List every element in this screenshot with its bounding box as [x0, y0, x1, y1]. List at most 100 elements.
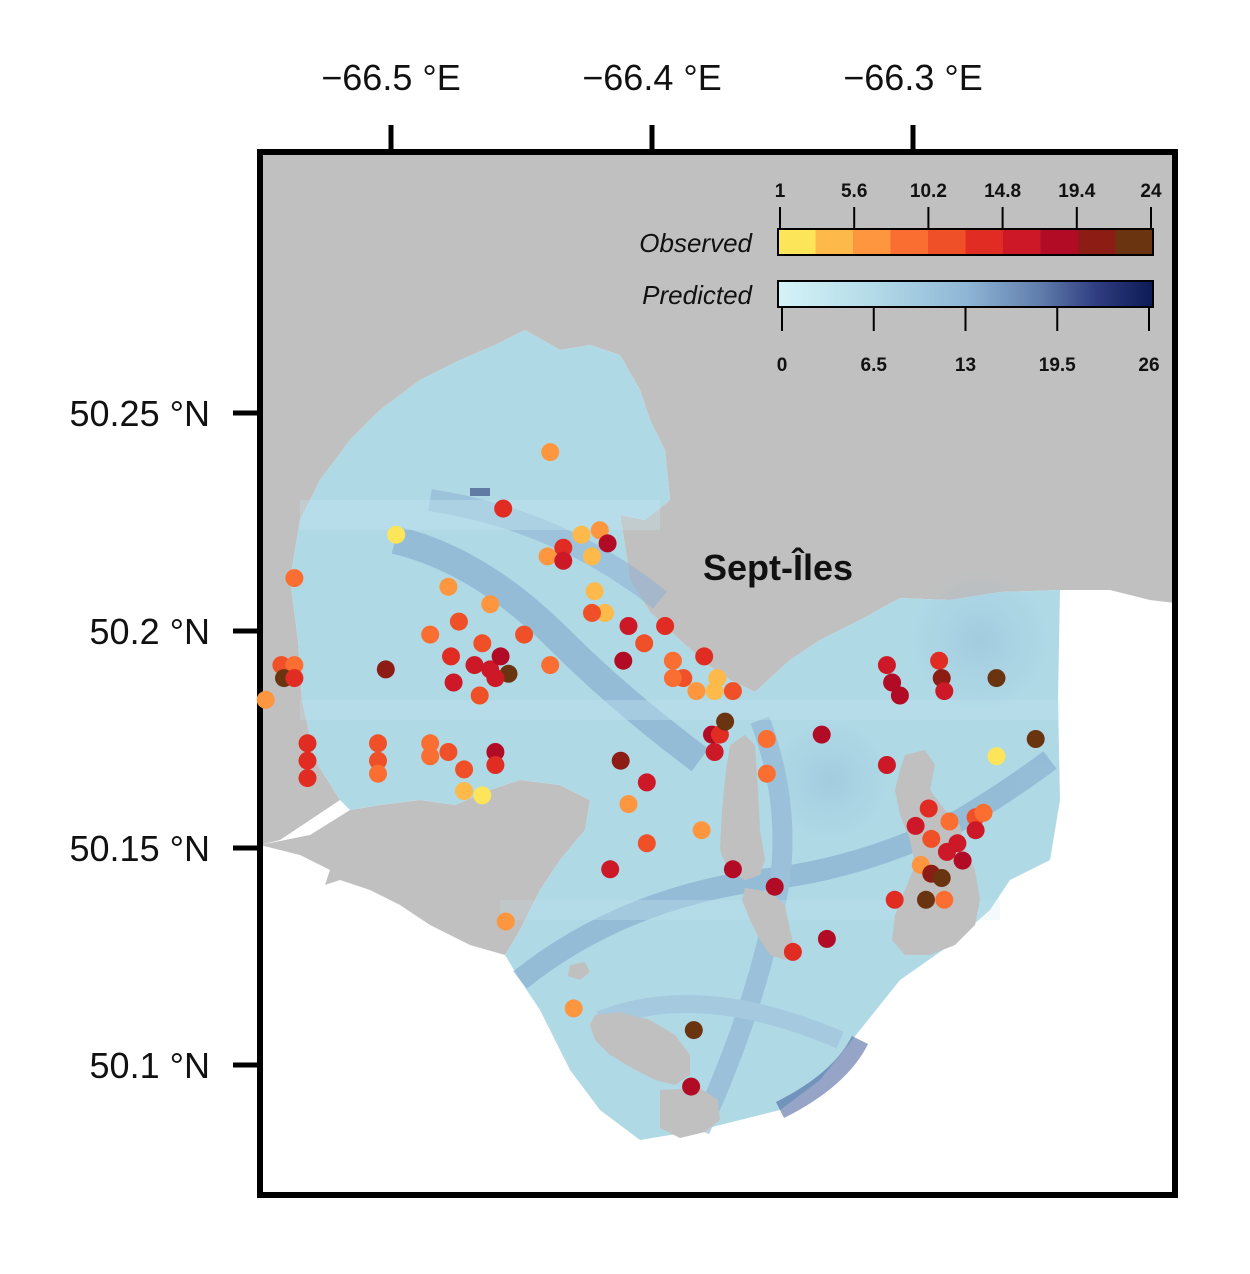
predicted-colorbar-ticks: 0 6.5 13 19.5 26 — [777, 307, 1160, 376]
observation-point — [369, 764, 387, 783]
observed-colorbar — [777, 228, 1154, 256]
island-grosse-boule — [720, 735, 765, 880]
observation-point — [590, 521, 609, 540]
observation-point — [684, 1021, 703, 1040]
observation-point — [619, 617, 638, 635]
observed-tick-label: 14.8 — [984, 181, 1021, 202]
observation-point — [496, 912, 515, 931]
observation-point — [486, 743, 505, 761]
observed-tick-label: 5.6 — [841, 181, 867, 202]
observation-point — [421, 747, 440, 766]
y-tick-label: 50.1 °N — [90, 1045, 210, 1086]
observation-point — [922, 829, 941, 848]
observed-colorbar-bin — [890, 229, 929, 255]
observed-tick-label: 10.2 — [910, 181, 947, 202]
predicted-shading — [300, 488, 1060, 1135]
observation-point — [935, 682, 954, 701]
x-tick-label: −66.4 °E — [582, 57, 722, 98]
observation-point — [919, 799, 938, 818]
observation-point — [285, 669, 304, 688]
observation-point — [935, 890, 954, 909]
x-tick-label: −66.5 °E — [321, 57, 461, 98]
observation-point — [486, 756, 505, 774]
observation-point — [877, 756, 896, 774]
observation-point — [757, 764, 776, 783]
observation-point — [637, 834, 656, 853]
observation-point — [465, 656, 484, 675]
observation-point — [387, 525, 406, 544]
observation-point — [682, 1077, 701, 1096]
observation-point — [486, 669, 505, 688]
observation-point — [439, 743, 458, 761]
observed-colorbar-bin — [1115, 229, 1154, 255]
observation-point — [298, 751, 317, 770]
observation-point — [369, 734, 387, 753]
observed-colorbar-bin — [965, 229, 1004, 255]
observation-point — [906, 816, 925, 835]
legend: Observed Predicted 1 5.6 10.2 14.8 19.4 24 0 6… — [639, 181, 1162, 376]
predicted-tick-label: 19.5 — [1039, 355, 1076, 376]
observation-point — [885, 890, 904, 909]
observed-colorbar-frame — [777, 228, 1154, 256]
observation-point — [614, 651, 633, 670]
y-tick-label: 50.15 °N — [70, 828, 210, 869]
observation-point — [369, 751, 387, 770]
observation-point — [966, 821, 985, 840]
observed-colorbar-bin — [778, 229, 816, 255]
observation-point — [723, 682, 742, 701]
observation-points — [256, 443, 1045, 1096]
observation-point — [449, 612, 468, 631]
observed-colorbar-bin — [853, 229, 891, 255]
observation-point — [890, 686, 909, 705]
predicted-colorbar — [777, 280, 1154, 308]
observation-point — [987, 669, 1006, 688]
observation-point — [583, 547, 601, 566]
observation-point — [723, 860, 742, 879]
observation-point — [491, 647, 510, 666]
observation-point — [515, 625, 534, 644]
observation-point — [583, 603, 601, 622]
island-manowin — [590, 1012, 690, 1085]
observation-point — [687, 682, 706, 701]
observation-point — [564, 999, 583, 1018]
observation-point — [572, 525, 591, 544]
legend-predicted-label: Predicted — [642, 280, 753, 310]
predicted-tick-label: 0 — [777, 355, 788, 376]
observation-point — [596, 603, 614, 622]
observation-point — [705, 682, 724, 701]
observation-point — [705, 743, 724, 761]
observation-point — [455, 782, 474, 801]
observed-colorbar-bin — [1003, 229, 1041, 255]
left-axis: 50.25 °N 50.2 °N 50.15 °N 50.1 °N — [70, 393, 260, 1086]
observation-point — [695, 647, 714, 666]
observation-point — [765, 877, 784, 896]
observed-tick-label: 1 — [775, 181, 786, 202]
observation-point — [663, 669, 682, 688]
observation-point — [538, 547, 557, 566]
observation-point — [656, 617, 675, 635]
land-mainland — [260, 152, 1175, 845]
plot-frame — [257, 149, 1178, 1198]
observation-point — [444, 673, 463, 692]
observation-point — [256, 690, 275, 709]
observation-point — [883, 673, 902, 692]
observation-point — [598, 534, 617, 553]
observation-point — [692, 821, 711, 840]
observation-point — [940, 812, 959, 831]
observation-point — [554, 551, 573, 570]
observation-point — [953, 851, 972, 870]
island-small — [568, 962, 590, 980]
observation-point — [812, 725, 831, 744]
observation-point — [541, 656, 560, 675]
observation-point — [554, 538, 573, 557]
y-tick-label: 50.25 °N — [70, 393, 210, 434]
observation-point — [421, 625, 440, 644]
observation-point — [473, 634, 492, 653]
observed-tick-label: 24 — [1140, 181, 1162, 202]
observation-point — [987, 747, 1006, 766]
observation-point — [663, 651, 682, 670]
observation-point — [611, 751, 630, 770]
predicted-tick-label: 13 — [955, 355, 976, 376]
observed-colorbar-bin — [1040, 229, 1079, 255]
